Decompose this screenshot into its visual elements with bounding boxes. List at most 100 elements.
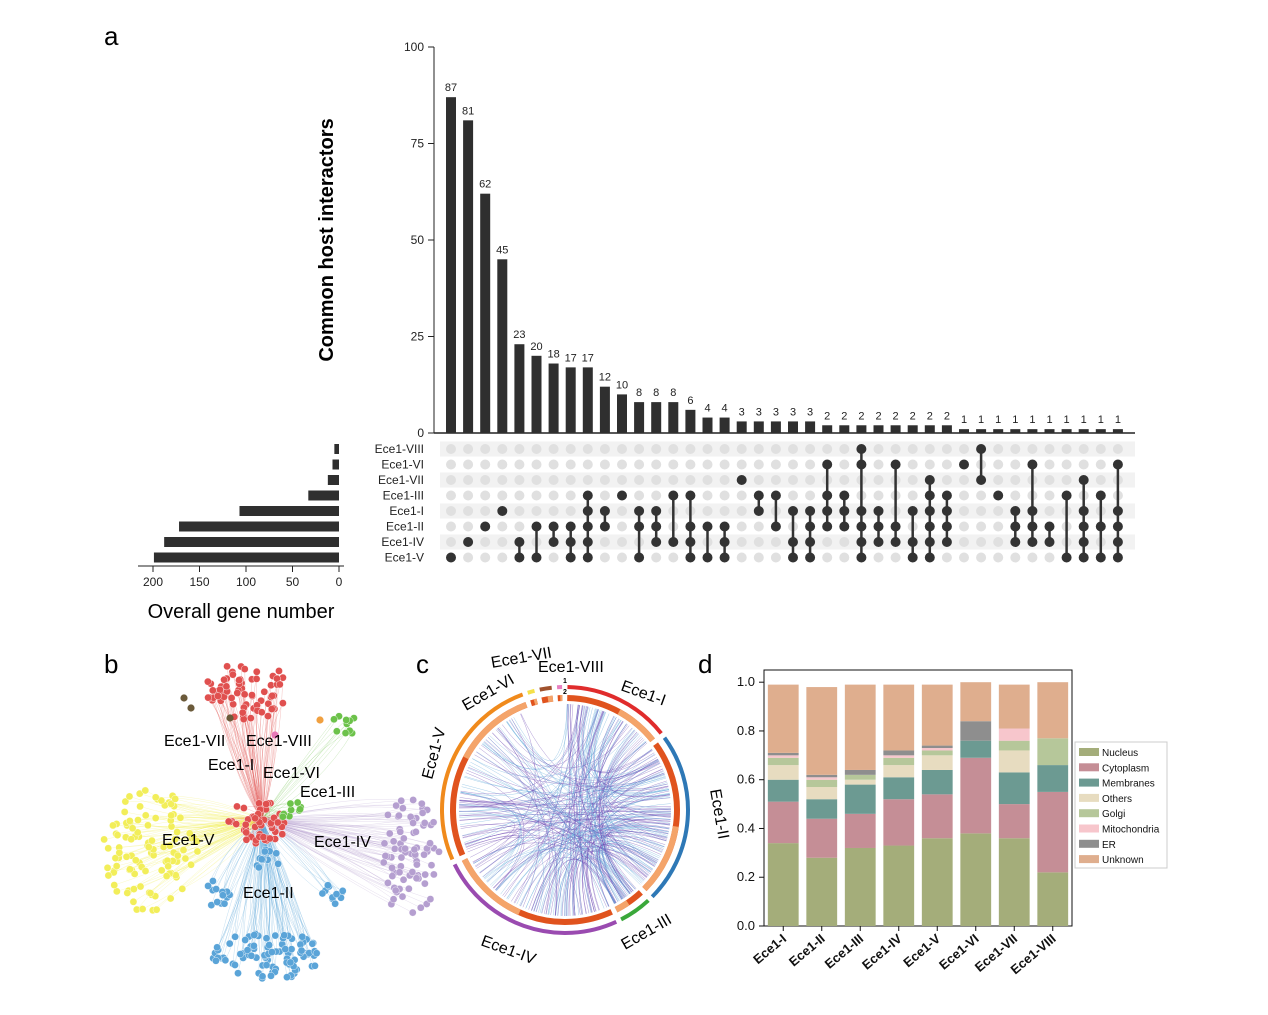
matrix-dot-empty [719,459,730,470]
chord-link [509,719,610,907]
network-edge [151,819,263,895]
chord-link [459,706,588,808]
network-edge [213,697,263,821]
network-node [178,885,187,893]
chord-inner-track-light [533,698,538,706]
upset-set-size-chart: 0 50 100 150 200 [138,444,344,589]
matrix-dot-empty [976,552,987,563]
panel-letter-b: b [104,649,118,679]
matrix-dot-filled [1061,552,1072,563]
matrix-dot-empty [736,537,747,547]
matrix-dot-filled [480,521,491,532]
matrix-dot-empty [599,537,610,547]
matrix-dot-filled [805,537,816,547]
stack-segment-nucleus [921,838,953,926]
stack-segment-others [998,750,1030,773]
network-node [240,665,249,673]
network-node [233,802,241,811]
matrix-dot-empty [668,475,679,485]
intersection-count-label: 4 [704,403,710,415]
matrix-dot-empty [599,459,610,470]
network-node [115,848,124,857]
matrix-dot-filled [617,490,627,501]
chord-sector-label: Ece1-II [706,788,732,841]
matrix-dot-empty [634,475,645,485]
matrix-dot-empty [514,459,525,470]
matrix-dot-filled [856,444,867,454]
intersection-count-label: 2 [841,410,847,422]
matrix-dot-empty [736,506,747,516]
matrix-dot-empty [788,490,798,501]
matrix-dot-filled [1027,537,1038,547]
matrix-dot-empty [1010,459,1021,470]
matrix-dot-empty [770,552,781,563]
chord-sector-label: Ece1-V [419,726,449,781]
matrix-dot-filled [924,490,935,501]
network-edge [212,700,263,821]
network-node [247,951,256,960]
network-node [141,811,150,820]
matrix-dot-empty [736,490,747,501]
stack-segment-others [844,779,876,785]
network-node [123,889,132,897]
set-name-label: Ece1-IV [381,535,424,549]
network-node [408,908,417,917]
matrix-dot-filled [719,521,730,532]
chord-link [472,758,652,873]
network-node [410,845,419,854]
chord-link [501,724,633,769]
matrix-dot-filled [736,475,747,485]
stack-segment-unknown [921,684,953,746]
matrix-dot-filled [822,490,833,501]
chord-link [459,815,646,880]
chord-link [599,825,670,903]
network-node [239,715,248,723]
matrix-dot-filled [685,552,696,563]
chord-sector-label: Ece1-VIII [538,659,604,676]
matrix-dot-empty [514,506,525,516]
network-node [231,961,239,969]
stack-segment-mitochondria [883,755,915,758]
matrix-dot-empty [668,444,679,454]
matrix-dot-filled [599,521,610,532]
intersection-bar [514,344,525,433]
intersection-count-label: 20 [530,341,542,353]
network-node [265,941,273,949]
chord-link [540,825,670,914]
matrix-dot-empty [993,475,1004,485]
matrix-dot-empty [805,490,816,501]
intersection-bar [1044,429,1055,433]
network-node [130,870,139,878]
matrix-dot-filled [1010,537,1021,547]
network-node [412,874,421,883]
stack-segment-others [806,787,838,800]
intersection-count-label: 1 [1115,414,1121,426]
intersection-bar [1078,429,1089,433]
matrix-dot-empty [719,506,730,516]
matrix-dot-filled [1078,506,1089,516]
chord-inner-track-light [614,900,630,913]
intersection-bar [446,97,456,434]
matrix-dot-empty [634,459,645,470]
x-category-label: Ece1-I [750,931,789,967]
chord-link [598,715,670,798]
network-node [221,956,230,965]
chord-link [500,720,622,895]
stack-segment-er [883,750,915,756]
intersection-bar [736,421,747,433]
network-node [381,852,390,860]
network-node [388,864,396,872]
intersection-count-label: 3 [790,406,796,418]
chord-link [564,706,591,916]
matrix-dot-filled [1112,459,1123,470]
matrix-dot-filled [856,552,867,563]
matrix-dot-filled [822,459,833,470]
matrix-dot-empty [565,444,576,454]
network-node [426,895,435,903]
matrix-dot-empty [463,444,474,454]
matrix-dot-filled [1095,552,1106,563]
matrix-dot-empty [685,475,696,485]
legend-label: Mitochondria [1102,825,1160,836]
network-node [234,969,242,978]
matrix-dot-empty [1010,444,1021,454]
